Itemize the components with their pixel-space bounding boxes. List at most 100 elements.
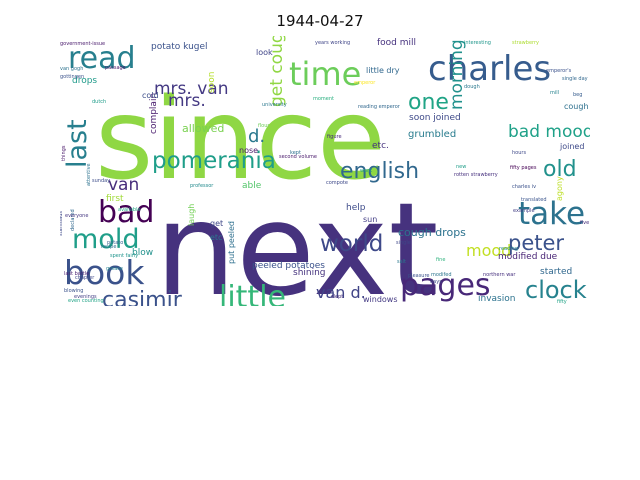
word-book: book (64, 253, 145, 292)
word-spent-fairly: spent fairly (110, 253, 138, 259)
word-pages: pages (400, 268, 491, 303)
word-fifty-pages: fifty pages (510, 165, 537, 171)
word-old: old (543, 157, 577, 182)
word-emperor: emperor (354, 80, 376, 86)
word-get-cough: get cough (267, 36, 287, 107)
word-morning: morning (447, 39, 467, 110)
word-world: world (320, 231, 383, 257)
word-modifed: modifed (431, 272, 452, 278)
word-grease: grease (106, 266, 123, 272)
word-allowed: allowed (182, 122, 224, 135)
word-mrs: mrs. (168, 91, 206, 111)
word-flour: flour (258, 123, 270, 129)
word-take: take (518, 196, 585, 232)
word-attentive: attentive (86, 163, 92, 186)
word-casimir: casimir (102, 288, 183, 306)
word-last-battle: last battle (64, 271, 89, 277)
word-since: since (95, 75, 386, 205)
word-blow: blow (132, 248, 153, 258)
word-northern-war: northern war (483, 272, 516, 278)
word-work: work (360, 168, 372, 174)
word-next: next (155, 176, 439, 306)
word-cloud: since next charles time read book last mold bad t… (60, 36, 590, 306)
word-van-d: van d. (316, 283, 366, 302)
word-figure: figure (327, 134, 342, 140)
word-new: new (456, 164, 466, 170)
word-dutch: dutch (92, 99, 106, 105)
word-even-counting: even counting (68, 298, 104, 304)
word-single: single (396, 240, 411, 246)
word-government-issue: government-issue (60, 41, 105, 47)
word-mood: mood (466, 241, 511, 260)
word-mrs-van: mrs. van (154, 79, 228, 99)
word-van-gogh: van gogh (60, 66, 83, 72)
word-windows: windows (363, 295, 398, 304)
chart-title: 1944-04-27 (276, 12, 364, 30)
word-nose: nose (239, 146, 258, 155)
word-fifty: fifty (557, 299, 567, 305)
word-van: van (108, 175, 139, 195)
word-chapter: chapter (75, 275, 95, 281)
word-single-day: single day (562, 76, 588, 82)
word-university: university (262, 102, 287, 108)
word-laugh: laugh (187, 204, 196, 226)
word-first: first (106, 194, 124, 204)
word-bad: bad (98, 195, 154, 230)
word-peter: peter (508, 231, 564, 255)
word-things: things (61, 145, 67, 161)
word-started: started (540, 267, 572, 277)
word-declared: declared (70, 209, 76, 231)
word-rotten-strawberry: rotten strawberry (454, 172, 498, 178)
word-strawberry: strawberry (512, 40, 539, 46)
word-dough: dough (464, 84, 480, 90)
word-cough-drops: cough drops (398, 226, 466, 239)
word-cold: cold (142, 91, 159, 100)
word-hours: hours (512, 150, 526, 156)
word-mold: mold (72, 224, 139, 255)
word-potato: potato (107, 240, 123, 246)
word-gottingen: gottingen (60, 74, 84, 80)
word-cough: cough (564, 102, 589, 111)
word-blowing: blowing (64, 288, 83, 294)
word-evenings: evenings (74, 294, 97, 300)
word-professor: professor (190, 183, 214, 189)
word-agony: agony (555, 176, 564, 201)
word-translated: translated (521, 197, 547, 203)
word-pleasure: pleasure (408, 273, 430, 279)
word-reading-emperor: reading emperor (358, 104, 401, 110)
word-read: read (68, 41, 136, 76)
word-interesting: interesting (464, 40, 491, 46)
word-etc: etc. (372, 141, 389, 151)
word-everyone: everyone (65, 213, 88, 219)
word-invasion: invasion (478, 294, 515, 304)
word-one: one (408, 90, 449, 115)
word-able: able (242, 181, 262, 191)
word-last: last (62, 119, 93, 168)
word-look: look (256, 48, 273, 57)
word-get: get (210, 219, 223, 228)
word-salt: salt (397, 259, 406, 265)
word-charles: charles (428, 49, 551, 89)
word-shining: shining (293, 268, 326, 278)
word-years-working: years working (315, 40, 350, 46)
word-reading: reading (499, 246, 518, 252)
word-soon-joined: soon joined (409, 113, 461, 123)
word-days: days (430, 279, 442, 285)
word-english: english (340, 159, 419, 184)
word-second-volume: second volume (279, 154, 317, 160)
word-d: d. (248, 126, 265, 147)
word-peeled-potatoes: peeled potatoes (252, 261, 325, 271)
word-bad-mood: bad mood (508, 122, 590, 142)
word-example: example (513, 208, 535, 214)
word-soon: soon (207, 72, 217, 93)
word-little-dry: little dry (366, 66, 400, 75)
word-help: help (346, 203, 366, 213)
word-compote: compote (326, 180, 348, 186)
word-clock: clock (525, 276, 587, 304)
word-sunday: sunday (92, 178, 110, 184)
word-kept: kept (290, 150, 301, 156)
word-five-days: five days (580, 220, 590, 226)
word-sun: sun (363, 215, 377, 224)
word-food-mill: food mill (377, 38, 416, 48)
